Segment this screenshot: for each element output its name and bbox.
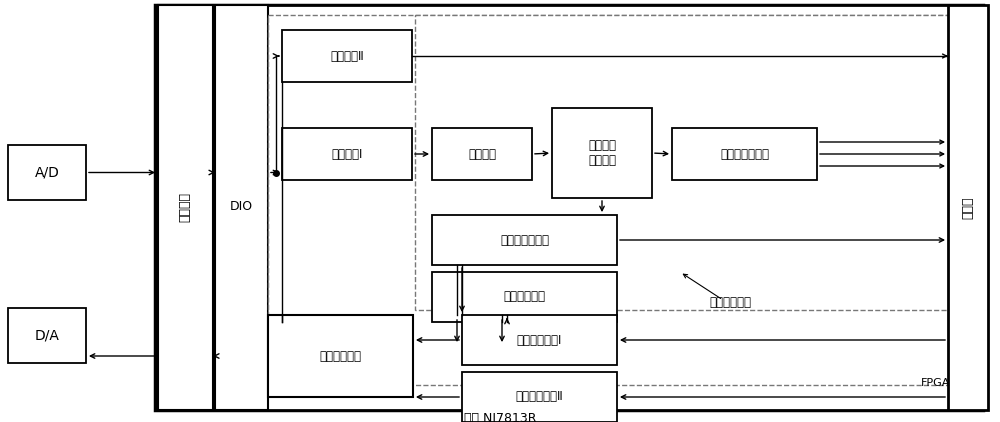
Text: 阶梯波发生模块: 阶梯波发生模块	[500, 233, 549, 246]
Bar	[432, 272, 617, 322]
Bar	[415, 15, 960, 310]
Text: D/A: D/A	[35, 328, 59, 343]
Text: FPGA: FPGA	[921, 378, 950, 388]
Text: A/D: A/D	[35, 165, 59, 179]
Text: 信号求和单元: 信号求和单元	[320, 349, 362, 362]
Bar	[215, 5, 268, 410]
Bar	[8, 145, 86, 200]
Text: 隔离装置: 隔离装置	[178, 192, 192, 222]
Bar	[215, 5, 983, 410]
Bar	[268, 315, 413, 397]
Bar	[282, 30, 412, 82]
Text: 接收模块Ⅱ: 接收模块Ⅱ	[330, 49, 364, 62]
Text: 闭环控制
算法模块: 闭环控制 算法模块	[588, 139, 616, 167]
Text: 板卡 NI7813R: 板卡 NI7813R	[464, 411, 536, 422]
Bar	[8, 308, 86, 363]
Text: 接收模块Ⅰ: 接收模块Ⅰ	[331, 148, 363, 160]
Bar	[462, 372, 617, 422]
Bar	[282, 128, 412, 180]
Bar	[432, 215, 617, 265]
Text: 信号发生单元Ⅱ: 信号发生单元Ⅱ	[516, 390, 563, 403]
Bar	[462, 315, 617, 365]
Bar	[268, 15, 958, 385]
Text: 计算机: 计算机	[962, 196, 974, 219]
Text: 互感器输出模块: 互感器输出模块	[720, 148, 769, 160]
Bar	[672, 128, 817, 180]
Text: 方波发生模块: 方波发生模块	[504, 290, 546, 303]
Bar	[552, 108, 652, 198]
Text: 信号检测单元: 信号检测单元	[709, 295, 751, 308]
Bar	[432, 128, 532, 180]
Text: 信号发生单元Ⅰ: 信号发生单元Ⅰ	[517, 333, 562, 346]
Bar	[155, 5, 983, 410]
Text: DIO: DIO	[229, 200, 253, 214]
Bar	[948, 5, 988, 410]
Bar	[158, 5, 213, 410]
Text: 解调模块: 解调模块	[468, 148, 496, 160]
